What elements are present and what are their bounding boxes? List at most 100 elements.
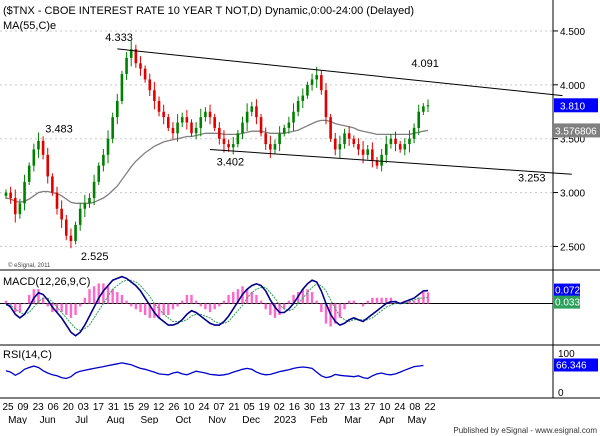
macd-line xyxy=(5,275,429,337)
macd-histogram-bar xyxy=(37,289,40,304)
price-tick-label: 3.500 xyxy=(560,135,585,146)
macd-histogram-bar xyxy=(343,303,346,310)
macd-histogram-bar xyxy=(111,289,114,304)
macd-histogram-bar xyxy=(357,303,360,305)
price-annotation: 4.333 xyxy=(105,32,133,44)
macd-histogram-bar xyxy=(371,297,374,304)
macd-histogram-bar xyxy=(162,303,165,315)
macd-histogram-bar xyxy=(14,303,17,313)
candle-body xyxy=(92,181,96,198)
candle-body xyxy=(329,117,332,139)
candle-body xyxy=(324,90,328,118)
footer-credit: Published by eSignal - www.esignal.com xyxy=(453,426,597,435)
candle-body xyxy=(306,84,309,96)
x-tick-label: 20 xyxy=(63,402,75,413)
candle-body xyxy=(111,117,114,139)
candle-body xyxy=(171,127,175,134)
candle-body xyxy=(115,100,119,118)
x-tick-label: 12 xyxy=(153,402,165,413)
candle-body xyxy=(241,122,244,134)
candle-body xyxy=(227,144,230,148)
candle-body xyxy=(213,117,216,128)
chart-title: ($TNX - CBOE INTEREST RATE 10 YEAR T NOT… xyxy=(3,5,414,17)
macd-histogram-bar xyxy=(334,303,337,324)
macd-histogram-bar xyxy=(204,303,207,310)
candle-body xyxy=(236,133,240,145)
macd-histogram-bar xyxy=(27,294,31,304)
macd-histogram-bar xyxy=(255,294,258,304)
candle-body xyxy=(162,111,165,118)
candle-body xyxy=(88,197,91,204)
candle-body xyxy=(51,176,54,193)
candle-body xyxy=(106,138,110,155)
candle-body xyxy=(255,106,258,118)
macd-histogram-bar xyxy=(18,303,22,313)
macd-histogram-bar xyxy=(148,303,151,318)
candle-body xyxy=(259,117,263,134)
macd-histogram-bar xyxy=(301,289,304,304)
macd-histogram-bar xyxy=(88,289,91,304)
x-month-label: May xyxy=(407,415,426,426)
candle-body xyxy=(143,68,147,80)
x-month-label: Mar xyxy=(344,415,362,426)
candle-body xyxy=(269,144,272,150)
macd-histogram-bar xyxy=(139,303,142,313)
candle-body xyxy=(176,122,179,134)
x-tick-label: 03 xyxy=(78,402,90,413)
candle-body xyxy=(167,117,170,128)
candle-body xyxy=(64,219,68,236)
macd-label: MACD(12,26,9,C) xyxy=(3,276,90,288)
price-tick-label: 3.000 xyxy=(560,189,585,200)
macd-histogram-bar xyxy=(269,303,272,315)
macd-histogram-bar xyxy=(347,300,351,304)
trendline xyxy=(210,148,572,175)
x-tick-label: 15 xyxy=(123,402,135,413)
macd-histogram-bar xyxy=(292,294,295,304)
macd-histogram-bar xyxy=(143,303,147,315)
candle-body xyxy=(208,111,212,118)
candle-body xyxy=(60,208,63,220)
x-tick-label: 06 xyxy=(48,402,60,413)
x-tick-label: 17 xyxy=(93,402,105,413)
candle-body xyxy=(245,111,249,123)
candle-body xyxy=(296,100,300,112)
x-tick-label: 13 xyxy=(349,402,361,413)
macd-histogram-bar xyxy=(92,286,96,304)
candle-body xyxy=(41,140,45,155)
rsi-label: RSI(14,C) xyxy=(3,349,52,361)
candle-body xyxy=(125,57,128,75)
x-tick-label: 13 xyxy=(319,402,331,413)
macd-histogram-bar xyxy=(366,300,369,304)
macd-histogram-bar xyxy=(78,303,82,307)
macd-histogram-bar xyxy=(130,303,133,307)
ma-value-label: 3.576806 xyxy=(555,126,597,137)
candle-body xyxy=(398,144,402,150)
candle-body xyxy=(371,149,374,161)
candle-body xyxy=(120,74,124,101)
macd-histogram-bar xyxy=(46,303,49,307)
macd-histogram-bar xyxy=(310,292,314,304)
x-tick-label: 10 xyxy=(183,402,195,413)
macd-histogram-bar xyxy=(361,303,365,307)
macd-histogram-bar xyxy=(389,297,393,304)
x-tick-label: 05 xyxy=(244,402,256,413)
candle-body xyxy=(27,165,31,182)
candle-body xyxy=(412,127,416,139)
macd-histogram-bar xyxy=(171,303,175,310)
candle-body xyxy=(102,154,105,166)
macd-histogram-bar xyxy=(264,303,267,310)
candle-body xyxy=(333,138,337,150)
macd-histogram-bar xyxy=(218,303,221,307)
candle-body xyxy=(37,140,40,150)
macd-histogram-bar xyxy=(259,300,263,304)
macd-histogram-bar xyxy=(199,303,202,307)
macd-histogram-bar xyxy=(412,300,416,304)
rsi-line xyxy=(5,362,424,380)
macd-histogram-bar xyxy=(190,294,193,304)
macd-histogram-bar xyxy=(273,303,277,318)
macd-histogram-bar xyxy=(83,297,87,304)
x-month-label: Oct xyxy=(176,415,192,426)
macd-histogram-bar xyxy=(134,303,138,310)
candle-body xyxy=(185,117,189,123)
